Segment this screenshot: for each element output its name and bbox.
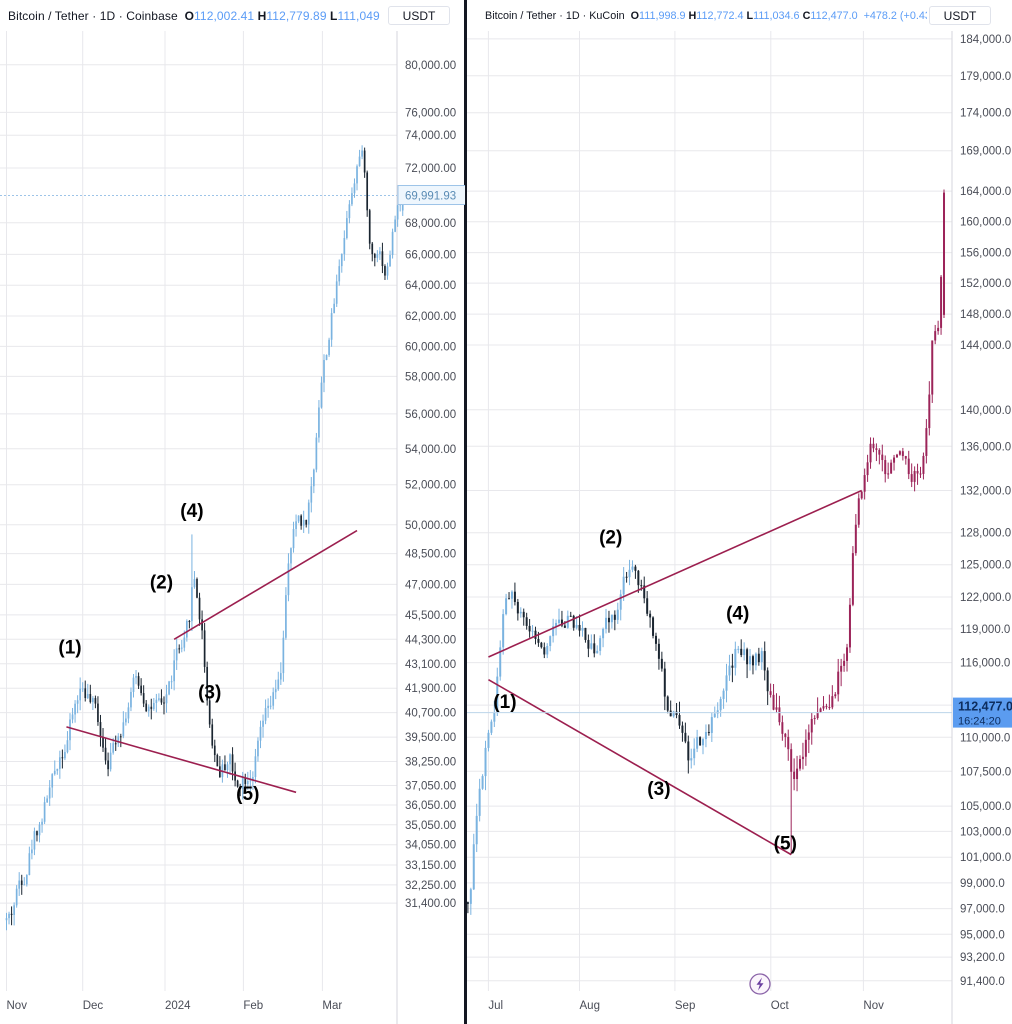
svg-text:132,000.0: 132,000.0: [960, 486, 1011, 498]
svg-text:140,000.0: 140,000.0: [960, 405, 1011, 417]
svg-text:(2): (2): [599, 527, 622, 548]
svg-text:152,000.0: 152,000.0: [960, 278, 1011, 290]
svg-text:Mar: Mar: [322, 1000, 342, 1012]
svg-text:76,000.00: 76,000.00: [405, 107, 456, 119]
svg-text:136,000.0: 136,000.0: [960, 441, 1011, 453]
svg-text:58,000.00: 58,000.00: [405, 371, 456, 383]
svg-text:(2): (2): [150, 572, 173, 593]
svg-text:(1): (1): [58, 638, 81, 659]
svg-text:48,500.00: 48,500.00: [405, 549, 456, 561]
svg-text:97,000.0: 97,000.0: [960, 904, 1005, 916]
svg-text:(1): (1): [493, 692, 516, 713]
svg-text:Jul: Jul: [488, 1000, 503, 1012]
svg-text:52,000.00: 52,000.00: [405, 480, 456, 492]
svg-text:156,000.0: 156,000.0: [960, 248, 1011, 260]
svg-text:101,000.0: 101,000.0: [960, 852, 1011, 864]
svg-text:34,050.00: 34,050.00: [405, 840, 456, 852]
svg-text:(5): (5): [236, 784, 259, 805]
svg-text:164,000.0: 164,000.0: [960, 186, 1011, 198]
svg-text:91,400.0: 91,400.0: [960, 976, 1005, 988]
svg-text:105,000.0: 105,000.0: [960, 801, 1011, 813]
svg-text:103,000.0: 103,000.0: [960, 826, 1011, 838]
svg-text:80,000.00: 80,000.00: [405, 60, 456, 72]
svg-text:148,000.0: 148,000.0: [960, 309, 1011, 321]
svg-text:179,000.0: 179,000.0: [960, 71, 1011, 83]
svg-text:41,900.00: 41,900.00: [405, 683, 456, 695]
svg-text:47,000.00: 47,000.00: [405, 579, 456, 591]
svg-text:112,477.0: 112,477.0: [958, 700, 1012, 714]
svg-text:2024: 2024: [165, 1000, 191, 1012]
svg-text:40,700.00: 40,700.00: [405, 708, 456, 720]
svg-text:116,000.0: 116,000.0: [960, 658, 1010, 670]
svg-text:60,000.00: 60,000.00: [405, 341, 456, 353]
svg-text:35,050.00: 35,050.00: [405, 820, 456, 832]
svg-text:95,000.0: 95,000.0: [960, 929, 1005, 941]
svg-text:(4): (4): [180, 501, 203, 522]
svg-text:184,000.0: 184,000.0: [960, 34, 1011, 46]
svg-text:44,300.00: 44,300.00: [405, 634, 456, 646]
svg-text:Dec: Dec: [83, 1000, 104, 1012]
svg-text:66,000.00: 66,000.00: [405, 249, 456, 261]
svg-text:99,000.0: 99,000.0: [960, 878, 1005, 890]
svg-text:16:24:20: 16:24:20: [958, 716, 1001, 728]
svg-text:174,000.0: 174,000.0: [960, 108, 1011, 120]
svg-text:74,000.00: 74,000.00: [405, 130, 456, 142]
svg-text:50,000.00: 50,000.00: [405, 520, 456, 532]
svg-text:39,500.00: 39,500.00: [405, 732, 456, 744]
svg-text:(5): (5): [774, 833, 797, 854]
svg-text:110,000.0: 110,000.0: [960, 732, 1010, 744]
svg-text:Aug: Aug: [580, 1000, 600, 1012]
svg-text:54,000.00: 54,000.00: [405, 444, 456, 456]
svg-text:144,000.0: 144,000.0: [960, 340, 1011, 352]
svg-text:68,000.00: 68,000.00: [405, 218, 456, 230]
svg-text:31,400.00: 31,400.00: [405, 898, 456, 910]
svg-text:107,500.0: 107,500.0: [960, 766, 1011, 778]
svg-text:Oct: Oct: [771, 1000, 790, 1012]
svg-text:64,000.00: 64,000.00: [405, 280, 456, 292]
svg-text:38,250.00: 38,250.00: [405, 757, 456, 769]
svg-text:33,150.00: 33,150.00: [405, 860, 456, 872]
svg-text:37,050.00: 37,050.00: [405, 781, 456, 793]
svg-text:125,000.0: 125,000.0: [960, 560, 1011, 572]
svg-text:69,991.93: 69,991.93: [405, 191, 456, 203]
svg-text:160,000.0: 160,000.0: [960, 217, 1011, 229]
svg-text:36,050.00: 36,050.00: [405, 800, 456, 812]
svg-text:Nov: Nov: [863, 1000, 884, 1012]
svg-text:72,000.00: 72,000.00: [405, 163, 456, 175]
svg-text:Nov: Nov: [7, 1000, 28, 1012]
svg-text:128,000.0: 128,000.0: [960, 528, 1011, 540]
svg-text:32,250.00: 32,250.00: [405, 880, 456, 892]
svg-text:Sep: Sep: [675, 1000, 695, 1012]
svg-text:93,200.0: 93,200.0: [960, 952, 1005, 964]
svg-text:(3): (3): [198, 682, 221, 703]
svg-text:62,000.00: 62,000.00: [405, 311, 456, 323]
svg-text:169,000.0: 169,000.0: [960, 146, 1011, 158]
svg-text:(4): (4): [726, 603, 749, 624]
svg-text:Feb: Feb: [243, 1000, 263, 1012]
svg-text:56,000.00: 56,000.00: [405, 409, 456, 421]
svg-text:43,100.00: 43,100.00: [405, 659, 456, 671]
svg-text:45,500.00: 45,500.00: [405, 610, 456, 622]
svg-text:(3): (3): [647, 779, 670, 800]
svg-text:119,000.0: 119,000.0: [960, 624, 1010, 636]
svg-text:122,000.0: 122,000.0: [960, 592, 1011, 604]
